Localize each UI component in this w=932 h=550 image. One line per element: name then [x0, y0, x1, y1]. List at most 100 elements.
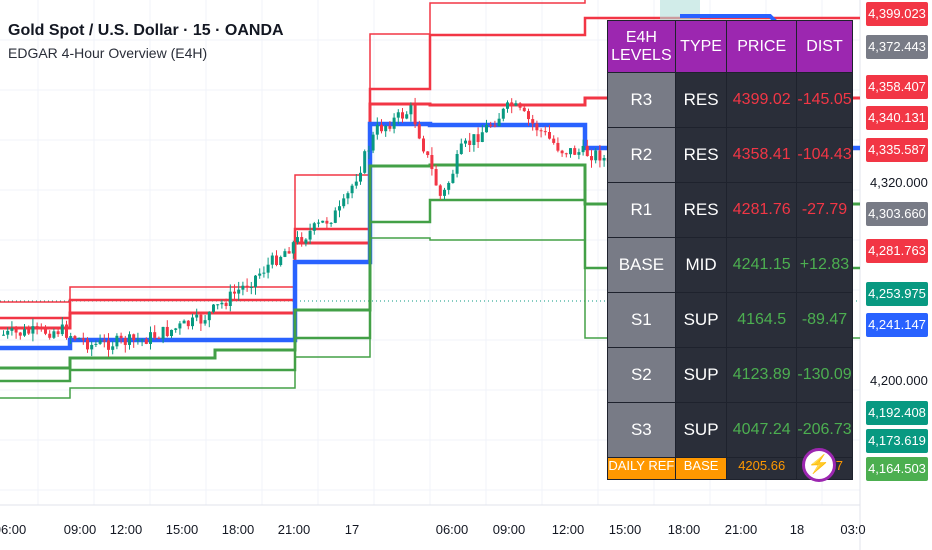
- candle-body: [258, 273, 262, 276]
- candle-body: [308, 230, 312, 240]
- candle-body: [60, 324, 64, 335]
- type-cell: SUP: [674, 292, 728, 348]
- candle-body: [300, 237, 304, 244]
- candle-body: [266, 264, 270, 273]
- candle-body: [27, 329, 31, 334]
- candle-body: [115, 335, 119, 347]
- candle-body: [598, 150, 602, 161]
- lightning-bolt-icon[interactable]: ⚡: [802, 448, 836, 482]
- candle-body: [518, 103, 522, 108]
- candle-body: [241, 285, 245, 290]
- dist-cell: -89.47: [796, 292, 853, 348]
- indicator-name[interactable]: EDGAR 4-Hour Overview (E4H): [8, 45, 208, 61]
- dist-cell: -104.43: [796, 127, 853, 183]
- candle-body: [157, 337, 161, 339]
- candle-body: [401, 112, 404, 119]
- level-cell: DAILY REF: [607, 457, 676, 480]
- candle-body: [447, 182, 451, 190]
- table-row: R2 RES 4358.41 -104.43: [607, 127, 853, 183]
- time-label: 09:00: [492, 522, 526, 537]
- candle-body: [363, 151, 367, 173]
- type-cell: RES: [674, 72, 728, 128]
- candle-body: [426, 151, 430, 156]
- candle-body: [346, 193, 350, 199]
- candle-body: [581, 145, 585, 153]
- price-label: 4,173.619: [866, 429, 928, 453]
- resistance-r2-line: [0, 16, 860, 320]
- type-cell: RES: [674, 127, 728, 183]
- table-header-row: E4H LEVELS TYPE PRICE DIST: [607, 20, 853, 73]
- price-label: 4,281.763: [866, 239, 928, 263]
- candle-body: [291, 242, 295, 254]
- table-row: S3 SUP 4047.24 -206.73: [607, 402, 853, 458]
- candle-body: [564, 153, 568, 155]
- candle-body: [501, 108, 505, 119]
- candle-body: [283, 251, 287, 257]
- candle-body: [119, 335, 123, 339]
- price-cell: 4358.41: [726, 127, 797, 183]
- candle-body: [472, 134, 476, 146]
- candle-body: [287, 251, 291, 254]
- candle-body: [350, 185, 354, 194]
- candle-body: [81, 338, 85, 340]
- candle-body: [493, 125, 497, 127]
- candle-body: [329, 222, 333, 224]
- candle-body: [560, 150, 564, 154]
- candle-body: [224, 302, 228, 307]
- candle-body: [65, 324, 68, 338]
- candle-body: [480, 132, 484, 142]
- candle-body: [161, 326, 165, 339]
- candle-body: [325, 220, 329, 224]
- candle-body: [556, 142, 560, 151]
- candle-body: [18, 332, 22, 336]
- price-cell: 4123.89: [726, 347, 797, 403]
- price-label: 4,164.503: [866, 457, 928, 481]
- candle-body: [69, 336, 73, 338]
- candle-body: [342, 198, 346, 207]
- type-cell: BASE: [674, 457, 728, 480]
- symbol-title[interactable]: Gold Spot / U.S. Dollar · 15 · OANDA: [8, 22, 284, 39]
- candle-body: [459, 143, 463, 155]
- candle-body: [594, 150, 598, 161]
- table-row: S1 SUP 4164.5 -89.47: [607, 292, 853, 348]
- candle-body: [140, 339, 144, 341]
- candle-body: [333, 210, 337, 223]
- candle-body: [245, 285, 249, 288]
- candle-body: [464, 140, 467, 144]
- level-cell: R1: [607, 182, 676, 238]
- candle-body: [527, 111, 530, 120]
- candle-body: [434, 169, 438, 186]
- header-dist: DIST: [796, 20, 853, 73]
- candle-body: [102, 340, 106, 342]
- dist-cell: -130.09: [796, 347, 853, 403]
- candle-body: [438, 185, 442, 196]
- candle-body: [111, 346, 115, 350]
- header-type: TYPE: [674, 20, 728, 73]
- candle-body: [569, 148, 572, 155]
- candle-body: [6, 330, 10, 335]
- candle-body: [10, 328, 14, 331]
- candle-body: [153, 332, 157, 338]
- candle-body: [388, 125, 392, 129]
- candle-body: [31, 326, 35, 334]
- candle-body: [195, 314, 199, 318]
- resistance-r1-line: [0, 96, 860, 330]
- level-cell: R2: [607, 127, 676, 183]
- level-cell: R3: [607, 72, 676, 128]
- candle-body: [539, 130, 543, 132]
- candle-body: [86, 339, 89, 350]
- candle-body: [359, 172, 362, 182]
- candle-body: [409, 105, 413, 115]
- price-label: 4,399.023: [866, 2, 928, 26]
- candle-body: [392, 117, 396, 129]
- candle-body: [485, 124, 488, 133]
- candle-body: [144, 339, 148, 344]
- candle-body: [312, 223, 316, 231]
- candle-body: [489, 124, 493, 126]
- candle-body: [396, 112, 400, 118]
- table-row: S2 SUP 4123.89 -130.09: [607, 347, 853, 403]
- candle-body: [279, 256, 283, 265]
- table-row: BASE MID 4241.15 +12.83: [607, 237, 853, 293]
